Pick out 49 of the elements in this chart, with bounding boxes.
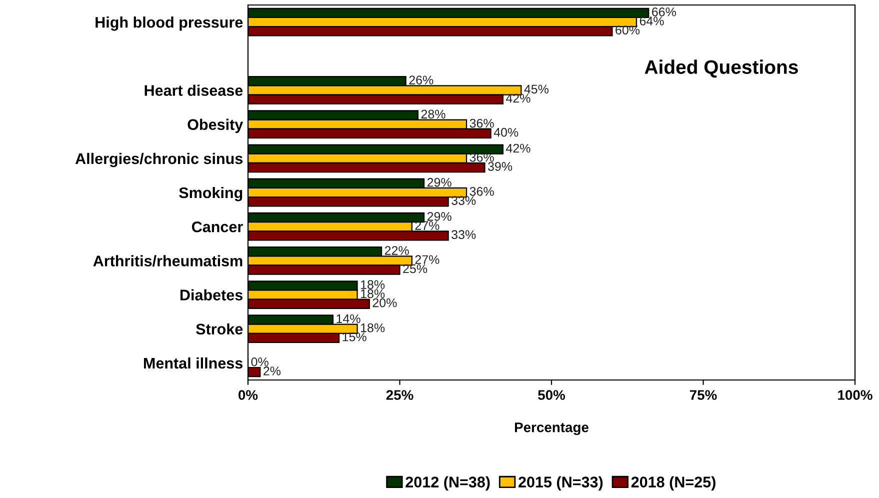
y-tick-label: Allergies/chronic sinus [75,152,243,168]
data-label: 42% [506,94,530,103]
data-label: 36% [470,118,494,128]
x-tick-label: 50% [538,390,566,400]
data-label: 25% [403,264,428,274]
data-label: 66% [652,7,676,16]
data-label: 14% [336,314,360,324]
legend-label: 2018 (N=25) [631,476,716,490]
data-label: 29% [427,212,452,221]
x-tick-label: 0% [238,390,258,400]
y-tick-label: Diabetes [180,289,243,300]
data-label: 26% [409,76,434,84]
data-label: 20% [372,298,397,308]
data-label: 36% [470,187,494,196]
y-tick-label: Stroke [196,323,243,335]
y-tick-label: Heart disease [144,84,243,96]
legend-label: 2015 (N=33) [518,476,603,490]
x-tick-label: 75% [690,390,717,400]
data-label: 42% [506,144,530,153]
data-label: 18% [360,289,385,298]
data-label: 22% [384,246,409,255]
data-label: 27% [415,221,440,230]
annotation: Aided Questions [644,60,798,78]
data-label: 36% [470,152,494,162]
legend-label: 2012 (N=38) [406,476,490,490]
data-label: 29% [427,178,452,187]
data-label: 28% [421,110,446,119]
y-tick-label: High blood pressure [96,16,243,31]
y-tick-label: Obesity [188,118,244,134]
data-label: 60% [616,26,640,34]
data-label: 40% [494,128,518,137]
x-axis-title: Percentage [514,422,588,436]
data-label: 27% [415,255,440,264]
data-label: 18% [360,323,385,332]
data-label: 64% [640,16,664,26]
data-label: 33% [452,230,476,240]
y-tick-label: Cancer [192,221,243,232]
data-label: 2% [264,366,281,376]
y-tick-label: Arthritis/rheumatism [93,255,242,267]
data-label: 33% [452,196,476,205]
y-tick-label: Mental illness [144,357,243,369]
x-tick-label: 100% [838,390,872,400]
data-label: 15% [342,332,366,342]
data-label: 18% [360,280,385,290]
data-label: 39% [488,162,512,171]
x-tick-label: 25% [386,390,414,400]
data-label: 0% [251,357,268,366]
data-label: 45% [524,84,548,94]
y-tick-label: Smoking [179,186,242,202]
